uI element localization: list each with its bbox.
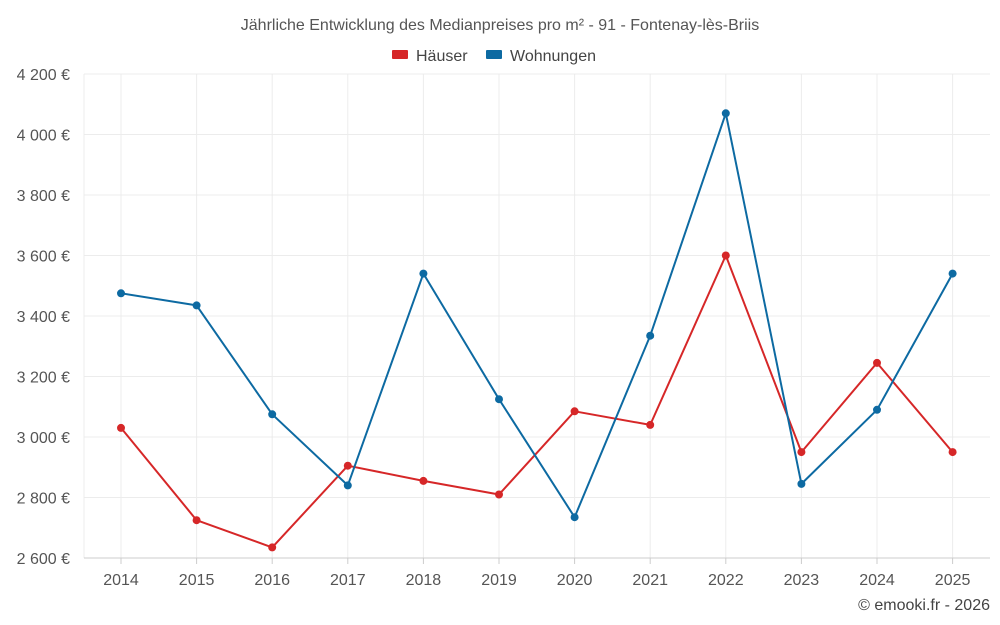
y-tick-label: 4 000 €	[17, 128, 70, 145]
gridlines	[84, 73, 990, 558]
data-point-wohnungen[interactable]	[495, 395, 503, 404]
data-point-wohnungen[interactable]	[268, 410, 277, 419]
series-haeuser	[117, 251, 957, 552]
x-tick-label: 2017	[330, 572, 366, 589]
x-tick-label: 2021	[632, 572, 668, 589]
x-tick-label: 2018	[406, 572, 442, 589]
legend-item-haeuser[interactable]: Häuser	[392, 48, 468, 65]
series-line-haeuser	[120, 254, 954, 549]
legend: Häuser Wohnungen	[392, 48, 596, 65]
y-tick-label: 2 600 €	[17, 551, 70, 568]
data-point-haeuser[interactable]	[117, 423, 125, 432]
x-tick-label: 2015	[179, 572, 215, 589]
data-point-haeuser[interactable]	[721, 251, 730, 260]
data-point-wohnungen[interactable]	[192, 301, 201, 310]
data-point-wohnungen[interactable]	[570, 513, 579, 522]
data-point-wohnungen[interactable]	[797, 479, 806, 488]
x-tick-label: 2023	[784, 572, 820, 589]
chart-title: Jährliche Entwicklung des Medianpreises …	[241, 17, 759, 34]
x-tick-label: 2020	[557, 572, 593, 589]
y-tick-label: 3 400 €	[17, 309, 70, 326]
data-point-wohnungen[interactable]	[948, 269, 957, 278]
legend-item-wohnungen[interactable]: Wohnungen	[486, 48, 596, 65]
series-line-wohnungen	[120, 112, 954, 519]
y-tick-label: 3 800 €	[17, 188, 70, 205]
copyright-credit: © emooki.fr - 2026	[858, 597, 990, 614]
data-point-haeuser[interactable]	[873, 358, 881, 367]
x-tick-label: 2025	[935, 572, 971, 589]
x-tick-label: 2024	[859, 572, 895, 589]
y-tick-label: 3 200 €	[17, 370, 70, 387]
y-tick-label: 3 600 €	[17, 249, 70, 266]
legend-label-haeuser: Häuser	[416, 48, 468, 65]
data-point-wohnungen[interactable]	[873, 405, 881, 414]
data-point-wohnungen[interactable]	[419, 269, 428, 278]
axes: 2 600 € 2 800 € 3 000 € 3 200 € 3 400 € 3 600…	[17, 67, 990, 589]
data-point-wohnungen[interactable]	[343, 481, 352, 490]
data-point-haeuser[interactable]	[646, 420, 655, 429]
y-tick-label: 4 200 €	[17, 67, 70, 84]
series	[117, 109, 957, 552]
data-point-haeuser[interactable]	[570, 407, 579, 416]
data-point-haeuser[interactable]	[948, 448, 957, 457]
data-point-haeuser[interactable]	[797, 448, 806, 457]
x-tick-label: 2019	[481, 572, 517, 589]
legend-swatch-haeuser	[392, 50, 408, 59]
data-point-wohnungen[interactable]	[646, 331, 655, 340]
y-tick-label: 3 000 €	[17, 430, 70, 447]
data-point-haeuser[interactable]	[495, 490, 503, 499]
data-point-haeuser[interactable]	[268, 543, 277, 552]
data-point-haeuser[interactable]	[343, 461, 352, 470]
data-point-haeuser[interactable]	[419, 476, 428, 485]
series-wohnungen	[117, 109, 957, 522]
data-point-wohnungen[interactable]	[117, 289, 125, 298]
x-tick-label: 2016	[254, 572, 290, 589]
x-tick-label: 2014	[103, 572, 139, 589]
y-tick-label: 2 800 €	[17, 491, 70, 508]
data-point-wohnungen[interactable]	[721, 109, 730, 118]
legend-swatch-wohnungen	[486, 50, 502, 59]
x-tick-label: 2022	[708, 572, 744, 589]
legend-label-wohnungen: Wohnungen	[510, 48, 596, 65]
data-point-haeuser[interactable]	[192, 516, 201, 525]
